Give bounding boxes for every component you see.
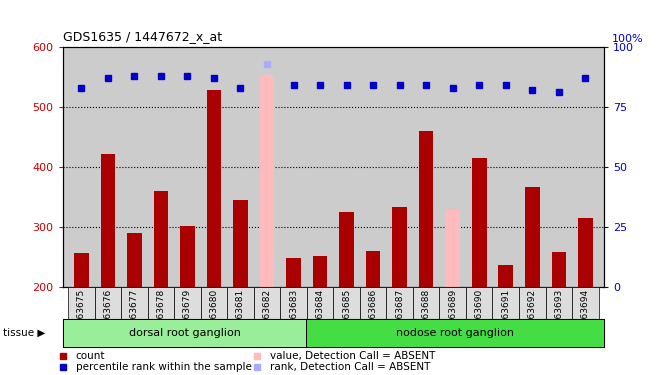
Bar — [154, 191, 168, 375]
Text: tissue ▶: tissue ▶ — [3, 328, 46, 338]
Text: GSM63694: GSM63694 — [581, 288, 590, 338]
Text: GSM63692: GSM63692 — [528, 288, 537, 338]
Bar — [392, 207, 407, 375]
Text: GSM63686: GSM63686 — [368, 288, 378, 338]
Bar — [313, 256, 327, 375]
Text: GSM63676: GSM63676 — [104, 288, 112, 338]
Text: 100%: 100% — [612, 34, 644, 44]
Bar — [492, 287, 519, 319]
Bar — [419, 131, 434, 375]
Bar — [525, 187, 540, 375]
Bar — [519, 287, 546, 319]
Text: GSM63683: GSM63683 — [289, 288, 298, 338]
Text: GSM63680: GSM63680 — [209, 288, 218, 338]
Bar — [148, 287, 174, 319]
Text: rank, Detection Call = ABSENT: rank, Detection Call = ABSENT — [269, 362, 430, 372]
Bar — [339, 212, 354, 375]
Text: GSM63688: GSM63688 — [422, 288, 431, 338]
Text: GSM63679: GSM63679 — [183, 288, 192, 338]
Bar — [446, 210, 460, 375]
Bar — [227, 287, 253, 319]
Bar — [440, 287, 466, 319]
Bar — [413, 287, 440, 319]
Bar — [472, 158, 486, 375]
Bar — [466, 287, 492, 319]
Bar — [360, 287, 386, 319]
Bar — [578, 218, 593, 375]
Bar — [121, 287, 148, 319]
Text: GSM63675: GSM63675 — [77, 288, 86, 338]
Text: value, Detection Call = ABSENT: value, Detection Call = ABSENT — [269, 351, 435, 361]
Bar — [307, 287, 333, 319]
Bar — [366, 251, 380, 375]
Text: GSM63677: GSM63677 — [130, 288, 139, 338]
Text: GSM63682: GSM63682 — [263, 288, 271, 338]
Text: count: count — [75, 351, 105, 361]
Bar — [333, 287, 360, 319]
Text: GSM63693: GSM63693 — [554, 288, 563, 338]
Text: nodose root ganglion: nodose root ganglion — [396, 328, 514, 338]
Bar — [280, 287, 307, 319]
Text: GSM63687: GSM63687 — [395, 288, 404, 338]
Bar — [100, 154, 115, 375]
Bar — [207, 90, 221, 375]
Bar — [259, 75, 275, 375]
Bar — [306, 319, 604, 347]
Bar — [572, 287, 599, 319]
Text: GSM63681: GSM63681 — [236, 288, 245, 338]
Text: GSM63685: GSM63685 — [342, 288, 351, 338]
Bar — [233, 201, 248, 375]
Text: GSM63684: GSM63684 — [315, 288, 325, 338]
Bar — [63, 319, 306, 347]
Bar — [201, 287, 227, 319]
Bar — [552, 252, 566, 375]
Text: GSM63689: GSM63689 — [448, 288, 457, 338]
Text: dorsal root ganglion: dorsal root ganglion — [129, 328, 240, 338]
Text: GDS1635 / 1447672_x_at: GDS1635 / 1447672_x_at — [63, 30, 222, 43]
Text: GSM63691: GSM63691 — [501, 288, 510, 338]
Bar — [253, 287, 280, 319]
Bar — [74, 253, 88, 375]
Bar — [94, 287, 121, 319]
Bar — [68, 287, 94, 319]
Text: percentile rank within the sample: percentile rank within the sample — [75, 362, 251, 372]
Bar — [386, 287, 413, 319]
Bar — [286, 258, 301, 375]
Bar — [127, 234, 142, 375]
Text: GSM63690: GSM63690 — [475, 288, 484, 338]
Text: GSM63678: GSM63678 — [156, 288, 166, 338]
Bar — [498, 265, 513, 375]
Bar — [174, 287, 201, 319]
Bar — [546, 287, 572, 319]
Bar — [180, 226, 195, 375]
